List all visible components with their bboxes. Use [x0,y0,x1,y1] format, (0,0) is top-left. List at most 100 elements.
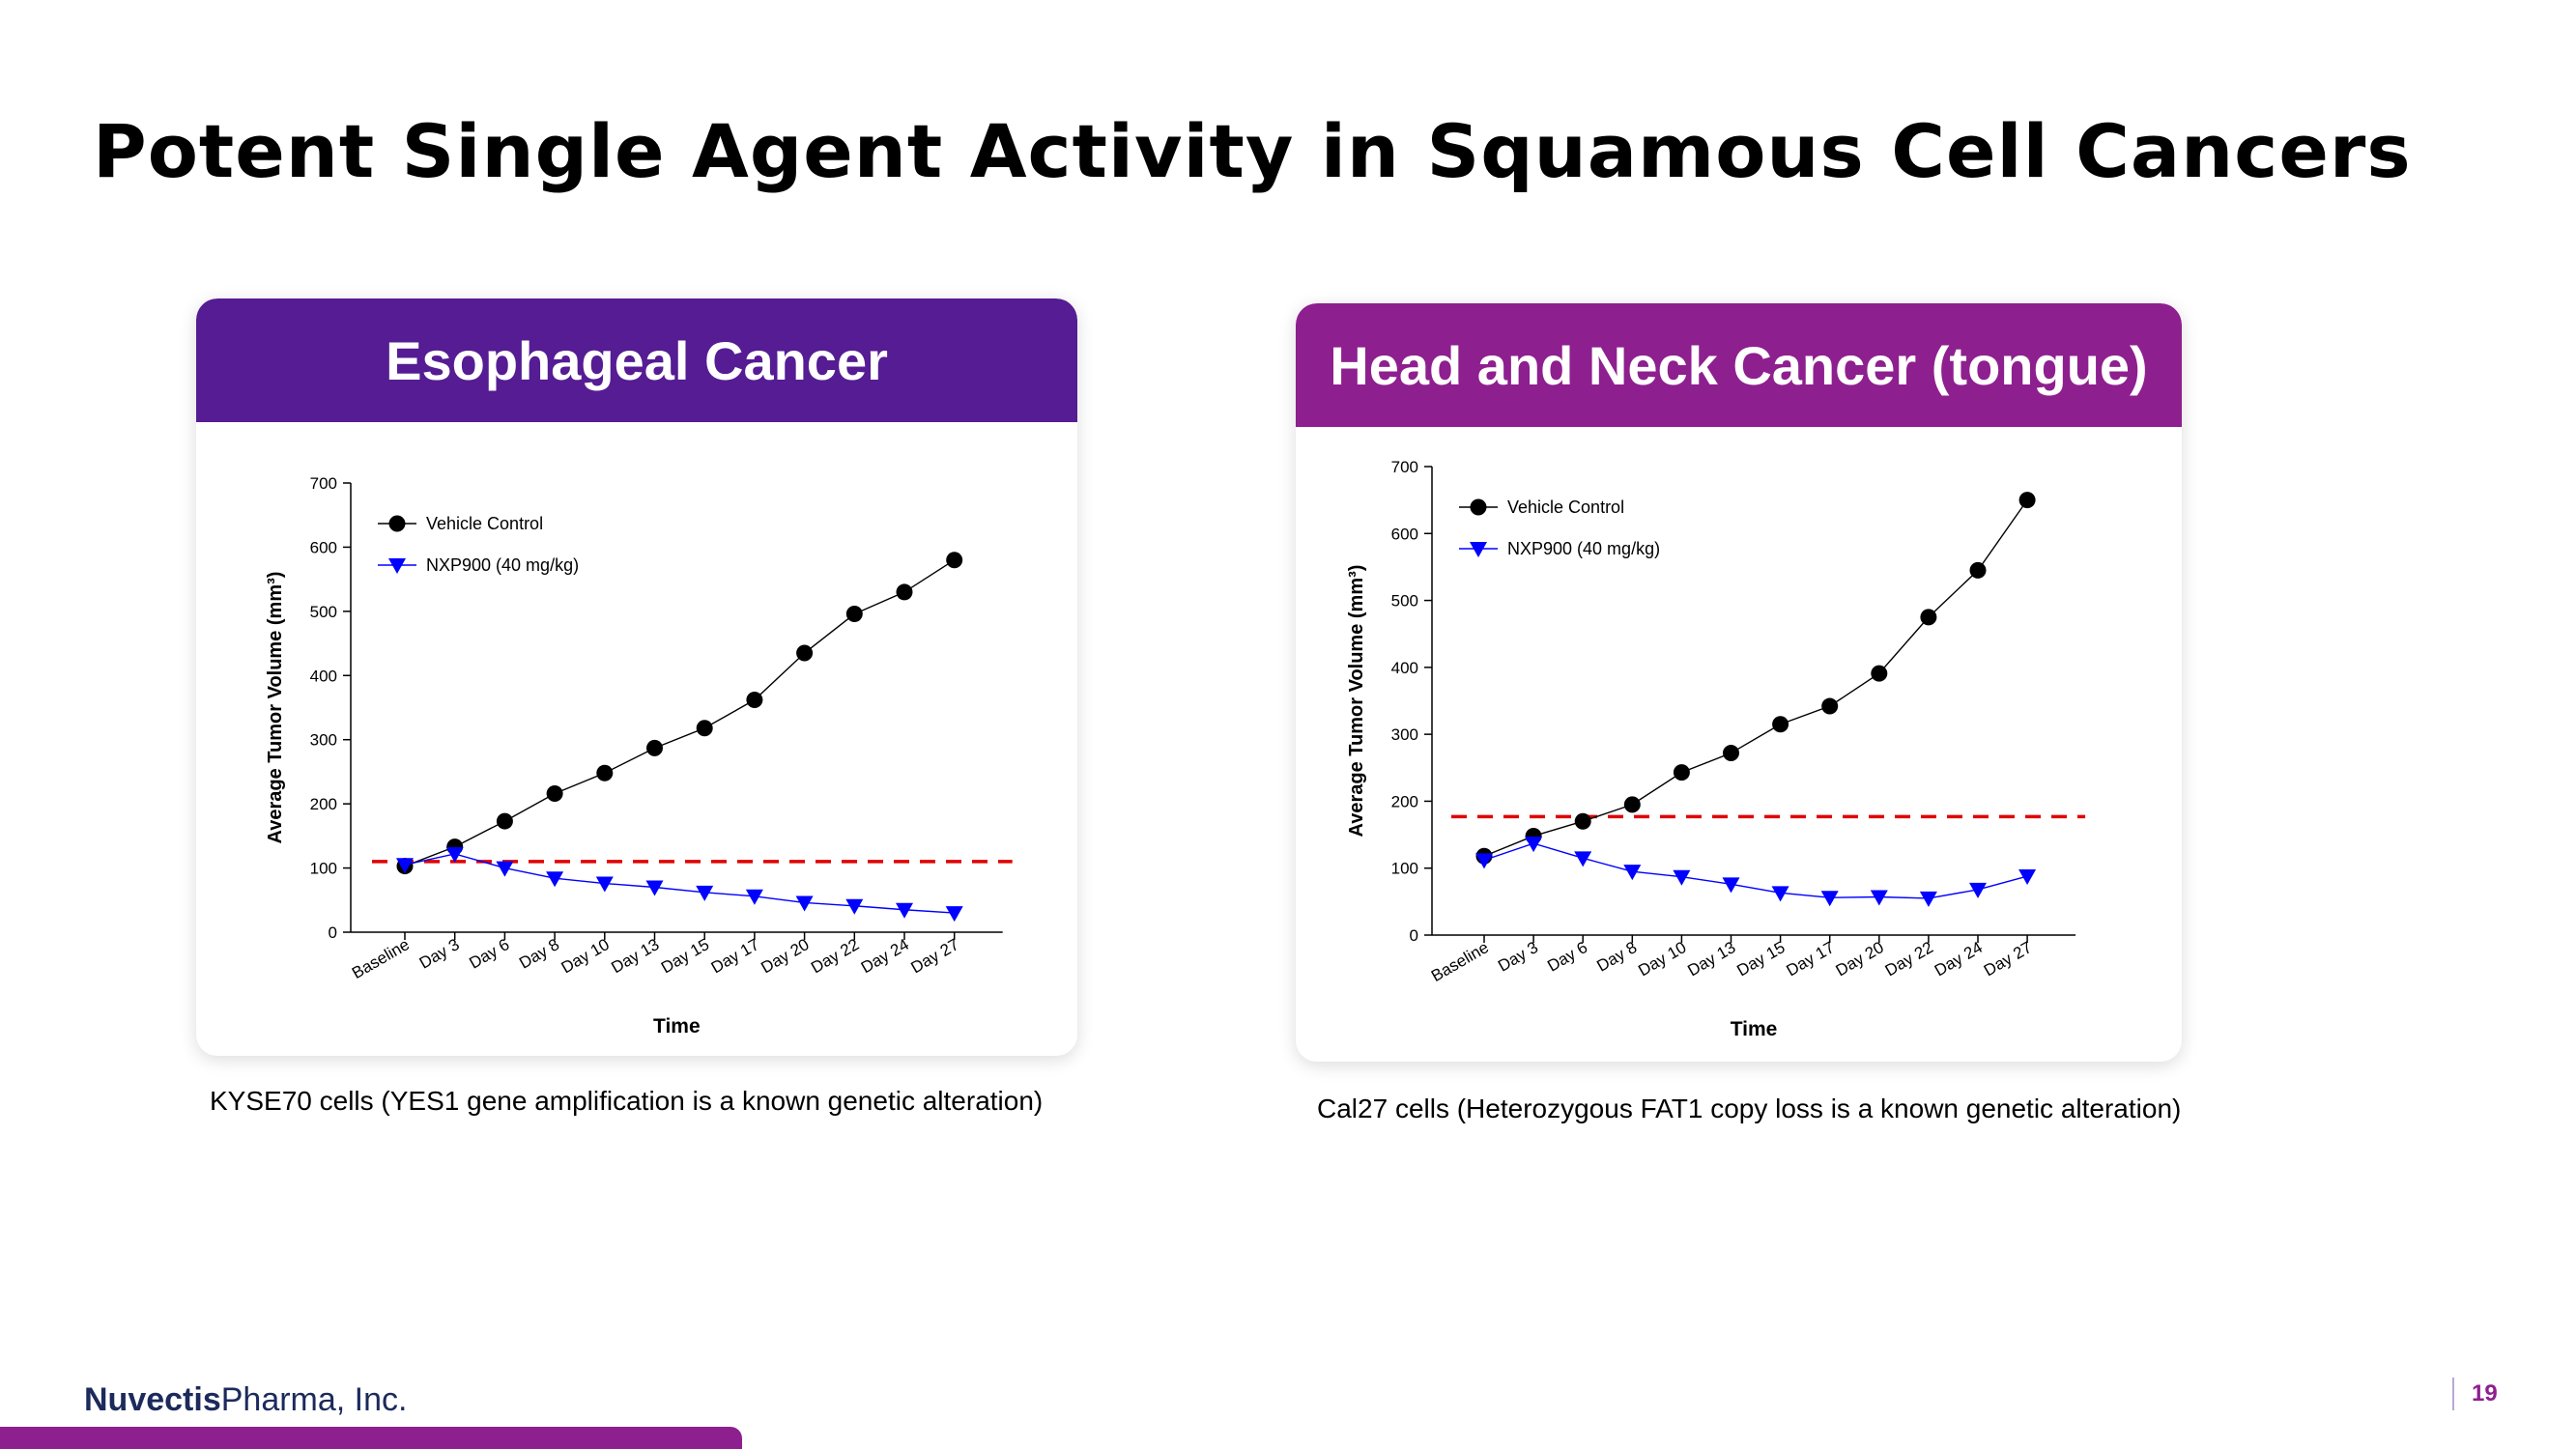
head-neck-chart: 0 100 200 300 400 500 600 700 Baseline Day 3 Day 6… [1346,458,2086,1040]
esophageal-chart-x-tick-label: Day 6 [466,935,512,973]
head-neck-chart-legend-nxp900-marker [1470,542,1487,557]
esophageal-chart-x-tick-label: Day 22 [808,935,862,977]
esophageal-chart-y-axis-label: Average Tumor Volume (mm³) [265,572,286,844]
esophageal-chart-y-tick-label: 700 [310,474,337,493]
esophageal-chart-x-tick-label: Day 10 [558,935,613,977]
esophageal-chart-series-vehicle-line [404,559,956,867]
head-neck-chart-series-nxp900-point [2018,869,2037,886]
esophageal-chart-series-vehicle-point [796,644,814,662]
head-neck-chart-y-tick-label: 500 [1391,592,1418,611]
head-neck-chart-legend-nxp900-label: NXP900 (40 mg/kg) [1507,539,1660,558]
company-logo: NuvectisPharma, Inc. [84,1381,407,1419]
esophageal-chart-series-vehicle-point [496,812,513,830]
esophageal-cancer-panel: Esophageal Cancer 0 100 200 300 400 500 600 700… [196,298,1077,1056]
head-neck-chart-y-axis-label: Average Tumor Volume (mm³) [1346,565,1367,838]
esophageal-chart-x-tick-label: Day 8 [516,935,562,973]
esophageal-chart-y-tick-label: 300 [310,731,337,750]
head-neck-chart-series-vehicle-point [1969,561,1987,579]
head-neck-chart-x-tick-label: Day 10 [1635,938,1689,980]
esophageal-chart-series-nxp900-point [595,876,614,893]
head-neck-chart-series-nxp900-line [1483,842,2028,899]
esophageal-chart-series-vehicle-point [696,720,713,737]
slide-title: Potent Single Agent Activity in Squamous… [93,108,2412,194]
esophageal-chart-x-tick-label: Day 15 [658,935,712,977]
head-neck-chart-y-tick-label: 700 [1391,458,1418,476]
head-neck-chart-series-vehicle-point [1723,745,1739,762]
logo-bold-text: Nuvectis [84,1381,221,1418]
esophageal-chart-y-tick-label: 200 [310,795,337,813]
esophageal-chart-x-tick-label: Day 13 [608,935,662,977]
head-neck-chart-x-tick-label: Day 15 [1733,938,1788,980]
esophageal-chart-x-tick-label: Day 3 [416,935,463,973]
esophageal-chart-series-nxp900-point [845,898,864,915]
head-neck-chart-series-nxp900-point [1919,891,1937,907]
logo-rest-text: Pharma, Inc. [220,1381,408,1418]
head-neck-chart-legend-vehicle-marker [1470,498,1487,516]
head-neck-chart-x-tick-label: Baseline [1428,938,1492,985]
esophageal-chart-series-nxp900-point [396,858,414,874]
esophageal-chart-series-nxp900-line [404,853,955,914]
esophageal-chart-y-tick-label: 400 [310,667,337,685]
esophageal-chart-y-tick-label: 600 [310,538,337,556]
footer-accent-bar [0,1427,742,1449]
panel-header-head-neck: Head and Neck Cancer (tongue) [1296,303,2182,427]
head-neck-chart-series-nxp900-point [1475,853,1493,869]
esophageal-chart-y-tick-label: 500 [310,603,337,621]
head-neck-chart-series-vehicle-point [1623,796,1641,813]
head-neck-chart-x-tick-label: Day 22 [1882,938,1936,980]
head-neck-chart-series-vehicle-line [1483,499,2028,857]
head-neck-chart-x-tick-label: Day 27 [1981,938,2035,980]
esophageal-chart-series-nxp900-point [645,880,664,896]
head-neck-chart-x-tick-label: Day 8 [1593,938,1640,976]
panel-header-esophageal: Esophageal Cancer [196,298,1077,422]
head-neck-chart-series-vehicle-point [2018,492,2036,509]
head-neck-chart-x-axis-label: Time [1731,1018,1778,1040]
esophageal-chart-series-nxp900-point [445,846,464,863]
head-neck-chart-series-vehicle-point [1673,764,1690,781]
esophageal-chart-y-tick-label: 0 [329,923,337,942]
esophageal-chart-series-vehicle-point [596,764,614,781]
head-neck-chart-series-vehicle-point [1920,609,1937,626]
head-neck-chart-series-nxp900-point [1820,891,1839,907]
head-neck-chart-x-tick-label: Day 20 [1833,938,1887,980]
esophageal-chart-y-tick-label: 100 [310,860,337,878]
esophageal-chart-x-tick-label: Day 24 [858,935,912,977]
head-neck-chart-x-tick-label: Day 17 [1784,938,1838,980]
esophageal-chart-legend-vehicle-label: Vehicle Control [426,514,543,533]
head-neck-chart-series-nxp900-point [1771,886,1789,902]
head-neck-chart-series-vehicle-point [1871,665,1888,682]
head-neck-chart-legend-vehicle-label: Vehicle Control [1507,497,1624,517]
esophageal-chart-x-tick-label: Day 17 [708,935,762,977]
head-neck-chart-series-vehicle-point [1574,812,1591,830]
esophageal-chart-legend-nxp900-label: NXP900 (40 mg/kg) [426,555,579,575]
head-neck-caption: Cal27 cells (Heterozygous FAT1 copy loss… [1317,1094,2182,1123]
head-neck-chart-series-nxp900-point [1673,869,1691,886]
esophageal-chart-series-vehicle-point [896,583,913,601]
head-neck-chart-series-nxp900-point [1722,877,1740,894]
esophageal-chart-x-tick-label: Day 20 [758,935,812,977]
esophageal-chart-series-nxp900-point [496,861,514,877]
head-neck-chart-y-tick-label: 300 [1391,725,1418,744]
esophageal-chart-series-vehicle-point [646,739,663,756]
head-neck-chart-y-tick-label: 0 [1410,926,1418,945]
head-neck-chart-y-tick-label: 600 [1391,525,1418,543]
esophageal-chart-series-nxp900-point [896,902,913,919]
esophageal-caption: KYSE70 cells (YES1 gene amplification is… [210,1086,1044,1116]
head-neck-chart-series-nxp900-point [1525,837,1543,853]
esophageal-chart-series-vehicle-point [746,692,763,709]
esophageal-chart: 0 100 200 300 400 500 600 700 Baseline Day 3 Day 6… [265,474,1013,1037]
esophageal-chart-series-nxp900-point [745,889,763,905]
head-neck-chart-x-tick-label: Day 6 [1544,938,1590,976]
head-neck-chart-x-tick-label: Day 24 [1932,938,1986,980]
esophageal-chart-series-nxp900-point [945,906,963,923]
esophageal-chart-x-tick-label: Baseline [349,935,413,982]
head-neck-cancer-panel: Head and Neck Cancer (tongue) 0 100 200 300… [1296,303,2182,1062]
esophageal-chart-series-nxp900-point [795,895,814,912]
esophageal-chart-x-axis-label: Time [653,1015,701,1037]
head-neck-chart-series-nxp900-point [1574,851,1592,867]
head-neck-chart-y-tick-label: 200 [1391,792,1418,810]
head-neck-chart-y-tick-label: 100 [1391,860,1418,878]
esophageal-chart-legend-nxp900-marker [388,558,406,574]
head-neck-chart-y-tick-label: 400 [1391,659,1418,677]
head-neck-chart-series-vehicle-point [1772,716,1789,733]
